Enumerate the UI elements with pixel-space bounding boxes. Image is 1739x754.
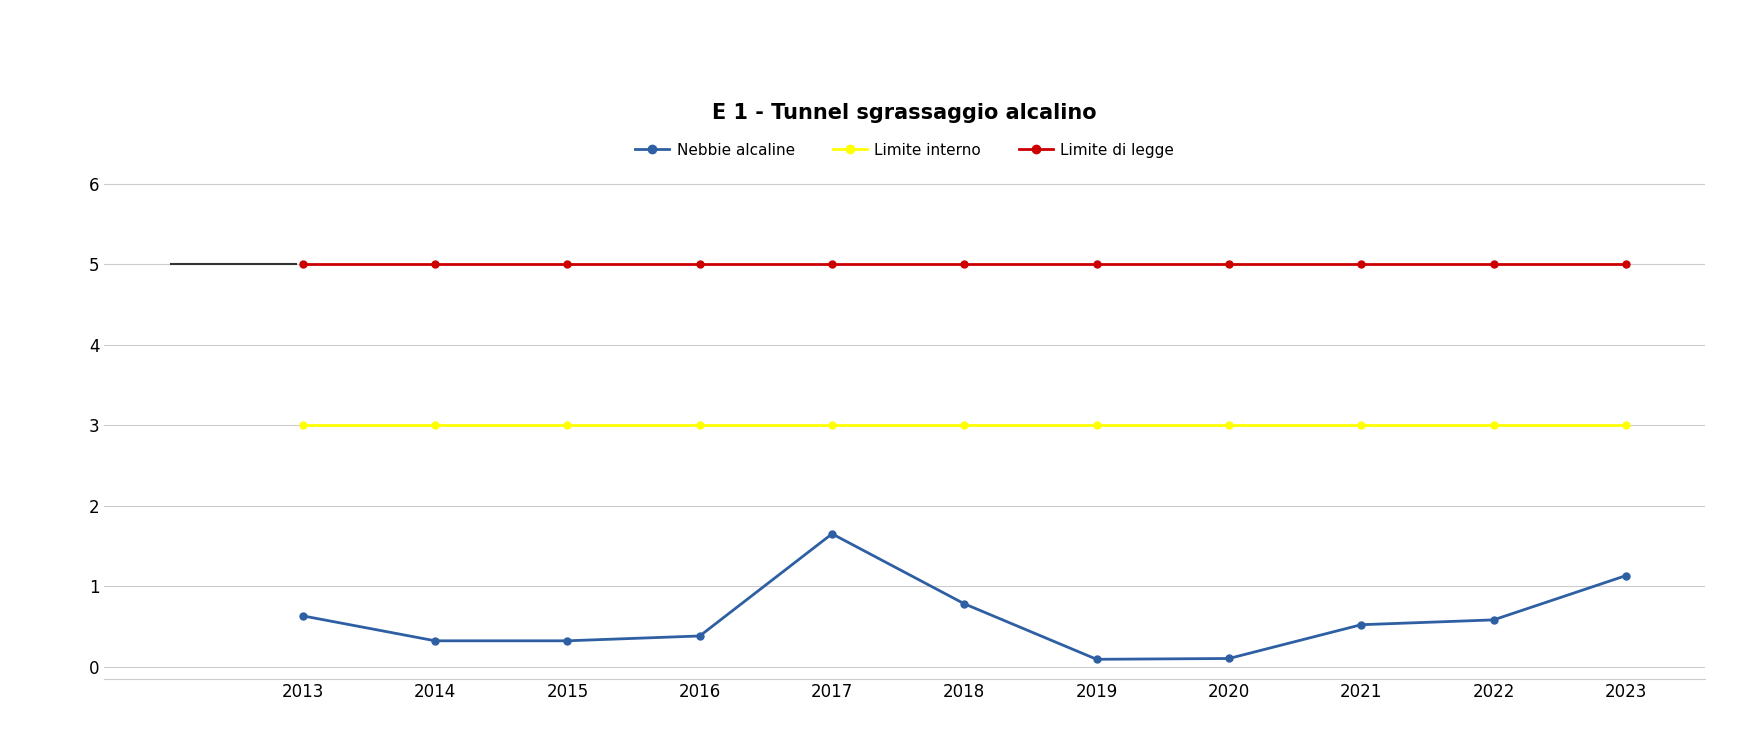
Title: E 1 - Tunnel sgrassaggio alcalino: E 1 - Tunnel sgrassaggio alcalino xyxy=(711,103,1097,123)
Limite interno xyxy=(424,421,445,430)
Nebbie alcaline xyxy=(1085,654,1106,664)
Nebbie alcaline xyxy=(1217,654,1238,663)
Nebbie alcaline xyxy=(1482,615,1502,624)
Limite di legge xyxy=(1217,260,1238,269)
Limite interno xyxy=(1482,421,1502,430)
Limite di legge xyxy=(953,260,974,269)
Nebbie alcaline xyxy=(689,631,710,640)
Limite interno xyxy=(953,421,974,430)
Nebbie alcaline xyxy=(1614,571,1635,580)
Limite di legge xyxy=(1349,260,1370,269)
Limite di legge xyxy=(556,260,577,269)
Nebbie alcaline xyxy=(556,636,577,645)
Nebbie alcaline xyxy=(424,636,445,645)
Limite interno xyxy=(1349,421,1370,430)
Limite interno xyxy=(1085,421,1106,430)
Nebbie alcaline xyxy=(1349,621,1370,630)
Limite interno xyxy=(1614,421,1635,430)
Limite di legge xyxy=(821,260,842,269)
Nebbie alcaline xyxy=(953,599,974,608)
Limite di legge xyxy=(424,260,445,269)
Limite di legge xyxy=(689,260,710,269)
Limite di legge xyxy=(1085,260,1106,269)
Limite di legge xyxy=(1482,260,1502,269)
Nebbie alcaline xyxy=(821,529,842,538)
Line: Limite interno: Limite interno xyxy=(299,421,1628,429)
Limite interno xyxy=(1217,421,1238,430)
Nebbie alcaline xyxy=(292,611,313,621)
Limite interno xyxy=(689,421,710,430)
Line: Limite di legge: Limite di legge xyxy=(299,261,1628,268)
Line: Nebbie alcaline: Nebbie alcaline xyxy=(299,530,1628,663)
Limite interno xyxy=(556,421,577,430)
Limite di legge xyxy=(1614,260,1635,269)
Limite interno xyxy=(821,421,842,430)
Limite interno xyxy=(292,421,313,430)
Limite di legge xyxy=(292,260,313,269)
Legend: Nebbie alcaline, Limite interno, Limite di legge: Nebbie alcaline, Limite interno, Limite … xyxy=(635,143,1174,158)
